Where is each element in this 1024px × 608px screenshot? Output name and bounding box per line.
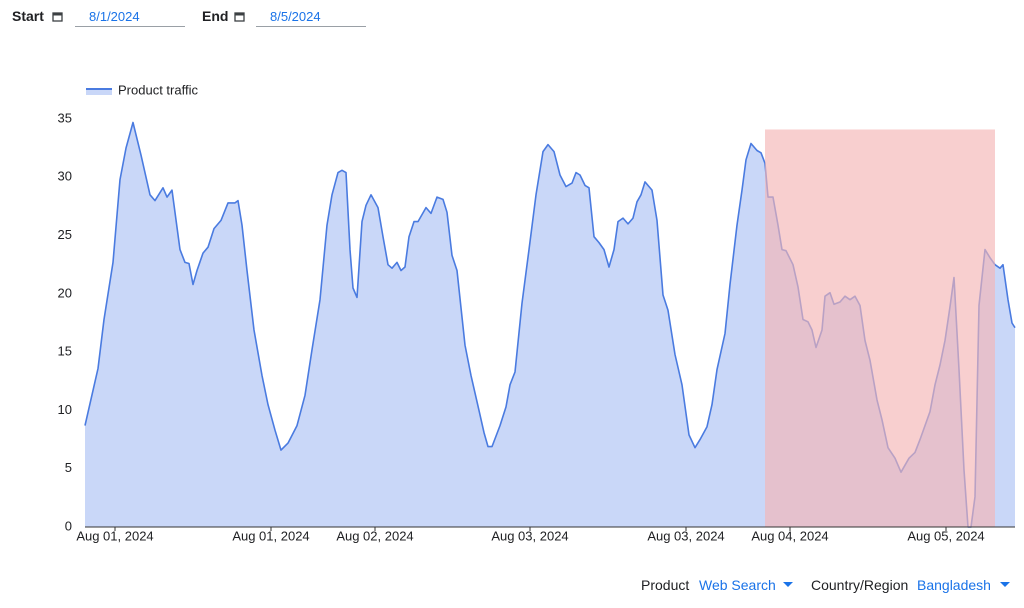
x-tick-label: Aug 02, 2024 [336, 528, 413, 543]
product-label: Product [641, 577, 690, 593]
region-dropdown[interactable]: Bangladesh [917, 577, 991, 593]
y-tick-label: 0 [65, 518, 72, 533]
y-tick-label: 25 [58, 227, 72, 242]
x-tick-label: Aug 03, 2024 [647, 528, 724, 543]
y-tick-label: 35 [58, 110, 72, 125]
x-tick-label: Aug 04, 2024 [751, 528, 828, 543]
product-dropdown[interactable]: Web Search [699, 577, 776, 593]
start-date-input[interactable]: 8/1/2024 [75, 9, 185, 27]
x-tick-label: Aug 01, 2024 [232, 528, 309, 543]
region-label: Country/Region [811, 577, 909, 593]
start-label: Start [12, 8, 44, 24]
x-tick-label: Aug 03, 2024 [491, 528, 568, 543]
y-tick-label: 10 [58, 402, 72, 417]
highlight-band [765, 129, 995, 527]
dropdown-arrow[interactable] [783, 582, 793, 588]
end-date-input[interactable]: 8/5/2024 [256, 9, 366, 27]
y-tick-label: 30 [58, 169, 72, 184]
calendar-icon[interactable] [52, 11, 63, 22]
y-tick-label: 15 [58, 344, 72, 359]
x-tick-label: Aug 01, 2024 [76, 528, 153, 543]
y-tick-label: 20 [58, 285, 72, 300]
legend-label: Product traffic [118, 82, 198, 97]
legend-swatch [86, 89, 112, 95]
x-tick-label: Aug 05, 2024 [907, 528, 984, 543]
calendar-icon[interactable] [234, 11, 245, 22]
dropdown-arrow[interactable] [1000, 582, 1010, 588]
y-tick-label: 5 [65, 460, 72, 475]
end-label: End [202, 8, 229, 24]
